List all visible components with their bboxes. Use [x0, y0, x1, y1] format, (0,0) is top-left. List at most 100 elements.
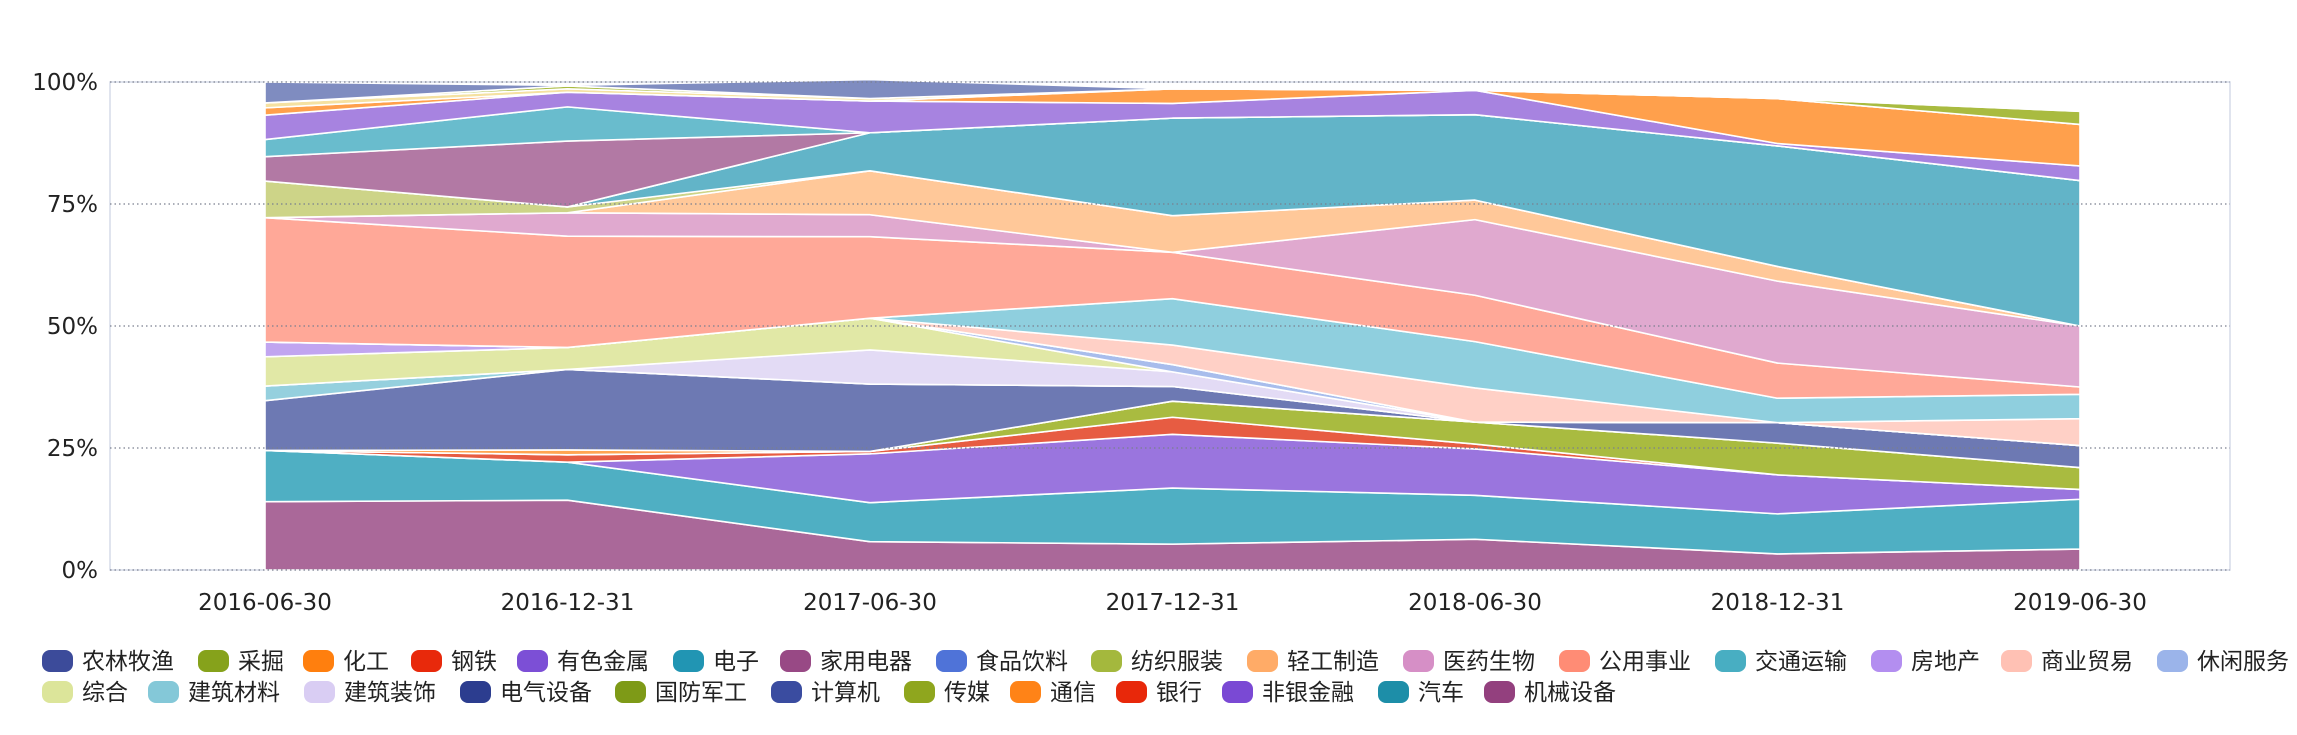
legend-item[interactable]: 传媒	[904, 680, 990, 706]
legend-item[interactable]: 钢铁	[411, 649, 497, 675]
legend-item[interactable]: 交通运输	[1715, 649, 1847, 675]
legend-swatch	[1715, 650, 1746, 672]
legend-label: 采掘	[238, 649, 284, 675]
legend-item[interactable]: 机械设备	[1484, 680, 1616, 706]
legend-label: 汽车	[1418, 680, 1464, 706]
x-tick-label: 2018-06-30	[1408, 590, 1542, 616]
legend-label: 非银金融	[1262, 680, 1354, 706]
legend-label: 综合	[82, 680, 128, 706]
y-tick-label: 50%	[47, 314, 98, 340]
legend-item[interactable]: 轻工制造	[1247, 649, 1379, 675]
legend-item[interactable]: 化工	[303, 649, 389, 675]
x-tick-label: 2016-12-31	[501, 590, 635, 616]
legend-item[interactable]: 农林牧渔	[42, 649, 174, 675]
legend-item[interactable]: 综合	[42, 680, 128, 706]
legend-swatch	[673, 650, 704, 672]
legend-label: 建筑装饰	[344, 680, 436, 706]
legend-item[interactable]: 国防军工	[615, 680, 747, 706]
legend-item[interactable]: 银行	[1116, 680, 1202, 706]
legend-swatch	[1116, 681, 1147, 703]
legend-swatch	[771, 681, 802, 703]
legend-label: 电气设备	[500, 680, 592, 706]
legend-swatch	[517, 650, 548, 672]
legend-swatch	[2001, 650, 2032, 672]
x-tick-label: 2017-12-31	[1106, 590, 1240, 616]
legend-item[interactable]: 非银金融	[1222, 680, 1354, 706]
legend-item[interactable]: 房地产	[1871, 649, 1980, 675]
y-tick-label: 0%	[62, 558, 99, 584]
legend-swatch	[1484, 681, 1515, 703]
legend-swatch	[780, 650, 811, 672]
legend-label: 建筑材料	[188, 680, 280, 706]
legend-item[interactable]: 采掘	[198, 649, 284, 675]
legend: 农林牧渔 采掘 化工 钢铁 有色金属 电子 家用电器 食品饮料 纺织服装 轻工制造 医药生物 公用事业…	[42, 649, 2289, 706]
x-tick-label: 2016-06-30	[198, 590, 332, 616]
legend-item[interactable]: 医药生物	[1403, 649, 1535, 675]
legend-item[interactable]: 有色金属	[517, 649, 649, 675]
legend-item[interactable]: 家用电器	[780, 649, 912, 675]
legend-label: 电子	[713, 649, 759, 675]
area-layers	[264, 78, 2081, 571]
legend-label: 房地产	[1911, 649, 1980, 675]
legend-label: 有色金属	[557, 649, 649, 675]
legend-swatch	[198, 650, 229, 672]
legend-label: 交通运输	[1755, 649, 1847, 675]
legend-item[interactable]: 食品饮料	[936, 649, 1068, 675]
legend-item[interactable]: 电子	[673, 649, 759, 675]
legend-label: 轻工制造	[1287, 649, 1379, 675]
legend-swatch	[936, 650, 967, 672]
legend-label: 公用事业	[1599, 649, 1691, 675]
legend-label: 银行	[1156, 680, 1202, 706]
legend-label: 医药生物	[1443, 649, 1535, 675]
legend-item[interactable]: 建筑装饰	[304, 680, 436, 706]
legend-label: 农林牧渔	[82, 649, 174, 675]
legend-item[interactable]: 休闲服务	[2157, 649, 2289, 675]
y-tick-label: 25%	[47, 436, 98, 462]
legend-swatch	[304, 681, 335, 703]
legend-label: 机械设备	[1524, 680, 1616, 706]
x-tick-label: 2019-06-30	[2013, 590, 2147, 616]
legend-label: 食品饮料	[976, 649, 1068, 675]
y-tick-label: 100%	[32, 70, 98, 96]
legend-item[interactable]: 汽车	[1378, 680, 1464, 706]
legend-swatch	[1091, 650, 1122, 672]
legend-swatch	[42, 650, 73, 672]
legend-swatch	[411, 650, 442, 672]
legend-label: 家用电器	[820, 649, 912, 675]
legend-item[interactable]: 公用事业	[1559, 649, 1691, 675]
legend-item[interactable]: 通信	[1010, 680, 1096, 706]
legend-label: 传媒	[944, 680, 990, 706]
legend-label: 通信	[1050, 680, 1096, 706]
legend-swatch	[1559, 650, 1590, 672]
legend-item[interactable]: 电气设备	[460, 680, 592, 706]
legend-label: 化工	[343, 649, 389, 675]
legend-label: 商业贸易	[2041, 649, 2133, 675]
legend-item[interactable]: 商业贸易	[2001, 649, 2133, 675]
area-电气设备2[interactable]	[264, 78, 2081, 113]
legend-item[interactable]: 建筑材料	[148, 680, 280, 706]
legend-swatch	[615, 681, 646, 703]
legend-swatch	[148, 681, 179, 703]
legend-item[interactable]: 计算机	[771, 680, 880, 706]
legend-swatch	[42, 681, 73, 703]
x-tick-label: 2018-12-31	[1711, 590, 1845, 616]
legend-swatch	[1403, 650, 1434, 672]
legend-label: 钢铁	[451, 649, 497, 675]
legend-item[interactable]: 纺织服装	[1091, 649, 1223, 675]
legend-swatch	[904, 681, 935, 703]
legend-label: 休闲服务	[2197, 649, 2289, 675]
legend-swatch	[1222, 681, 1253, 703]
legend-label: 计算机	[811, 680, 880, 706]
x-tick-label: 2017-06-30	[803, 590, 937, 616]
legend-swatch	[2157, 650, 2188, 672]
legend-swatch	[303, 650, 334, 672]
legend-swatch	[1871, 650, 1902, 672]
legend-label: 国防军工	[655, 680, 747, 706]
legend-swatch	[1010, 681, 1041, 703]
legend-label: 纺织服装	[1131, 649, 1223, 675]
legend-swatch	[460, 681, 491, 703]
legend-swatch	[1247, 650, 1278, 672]
y-tick-label: 75%	[47, 192, 98, 218]
